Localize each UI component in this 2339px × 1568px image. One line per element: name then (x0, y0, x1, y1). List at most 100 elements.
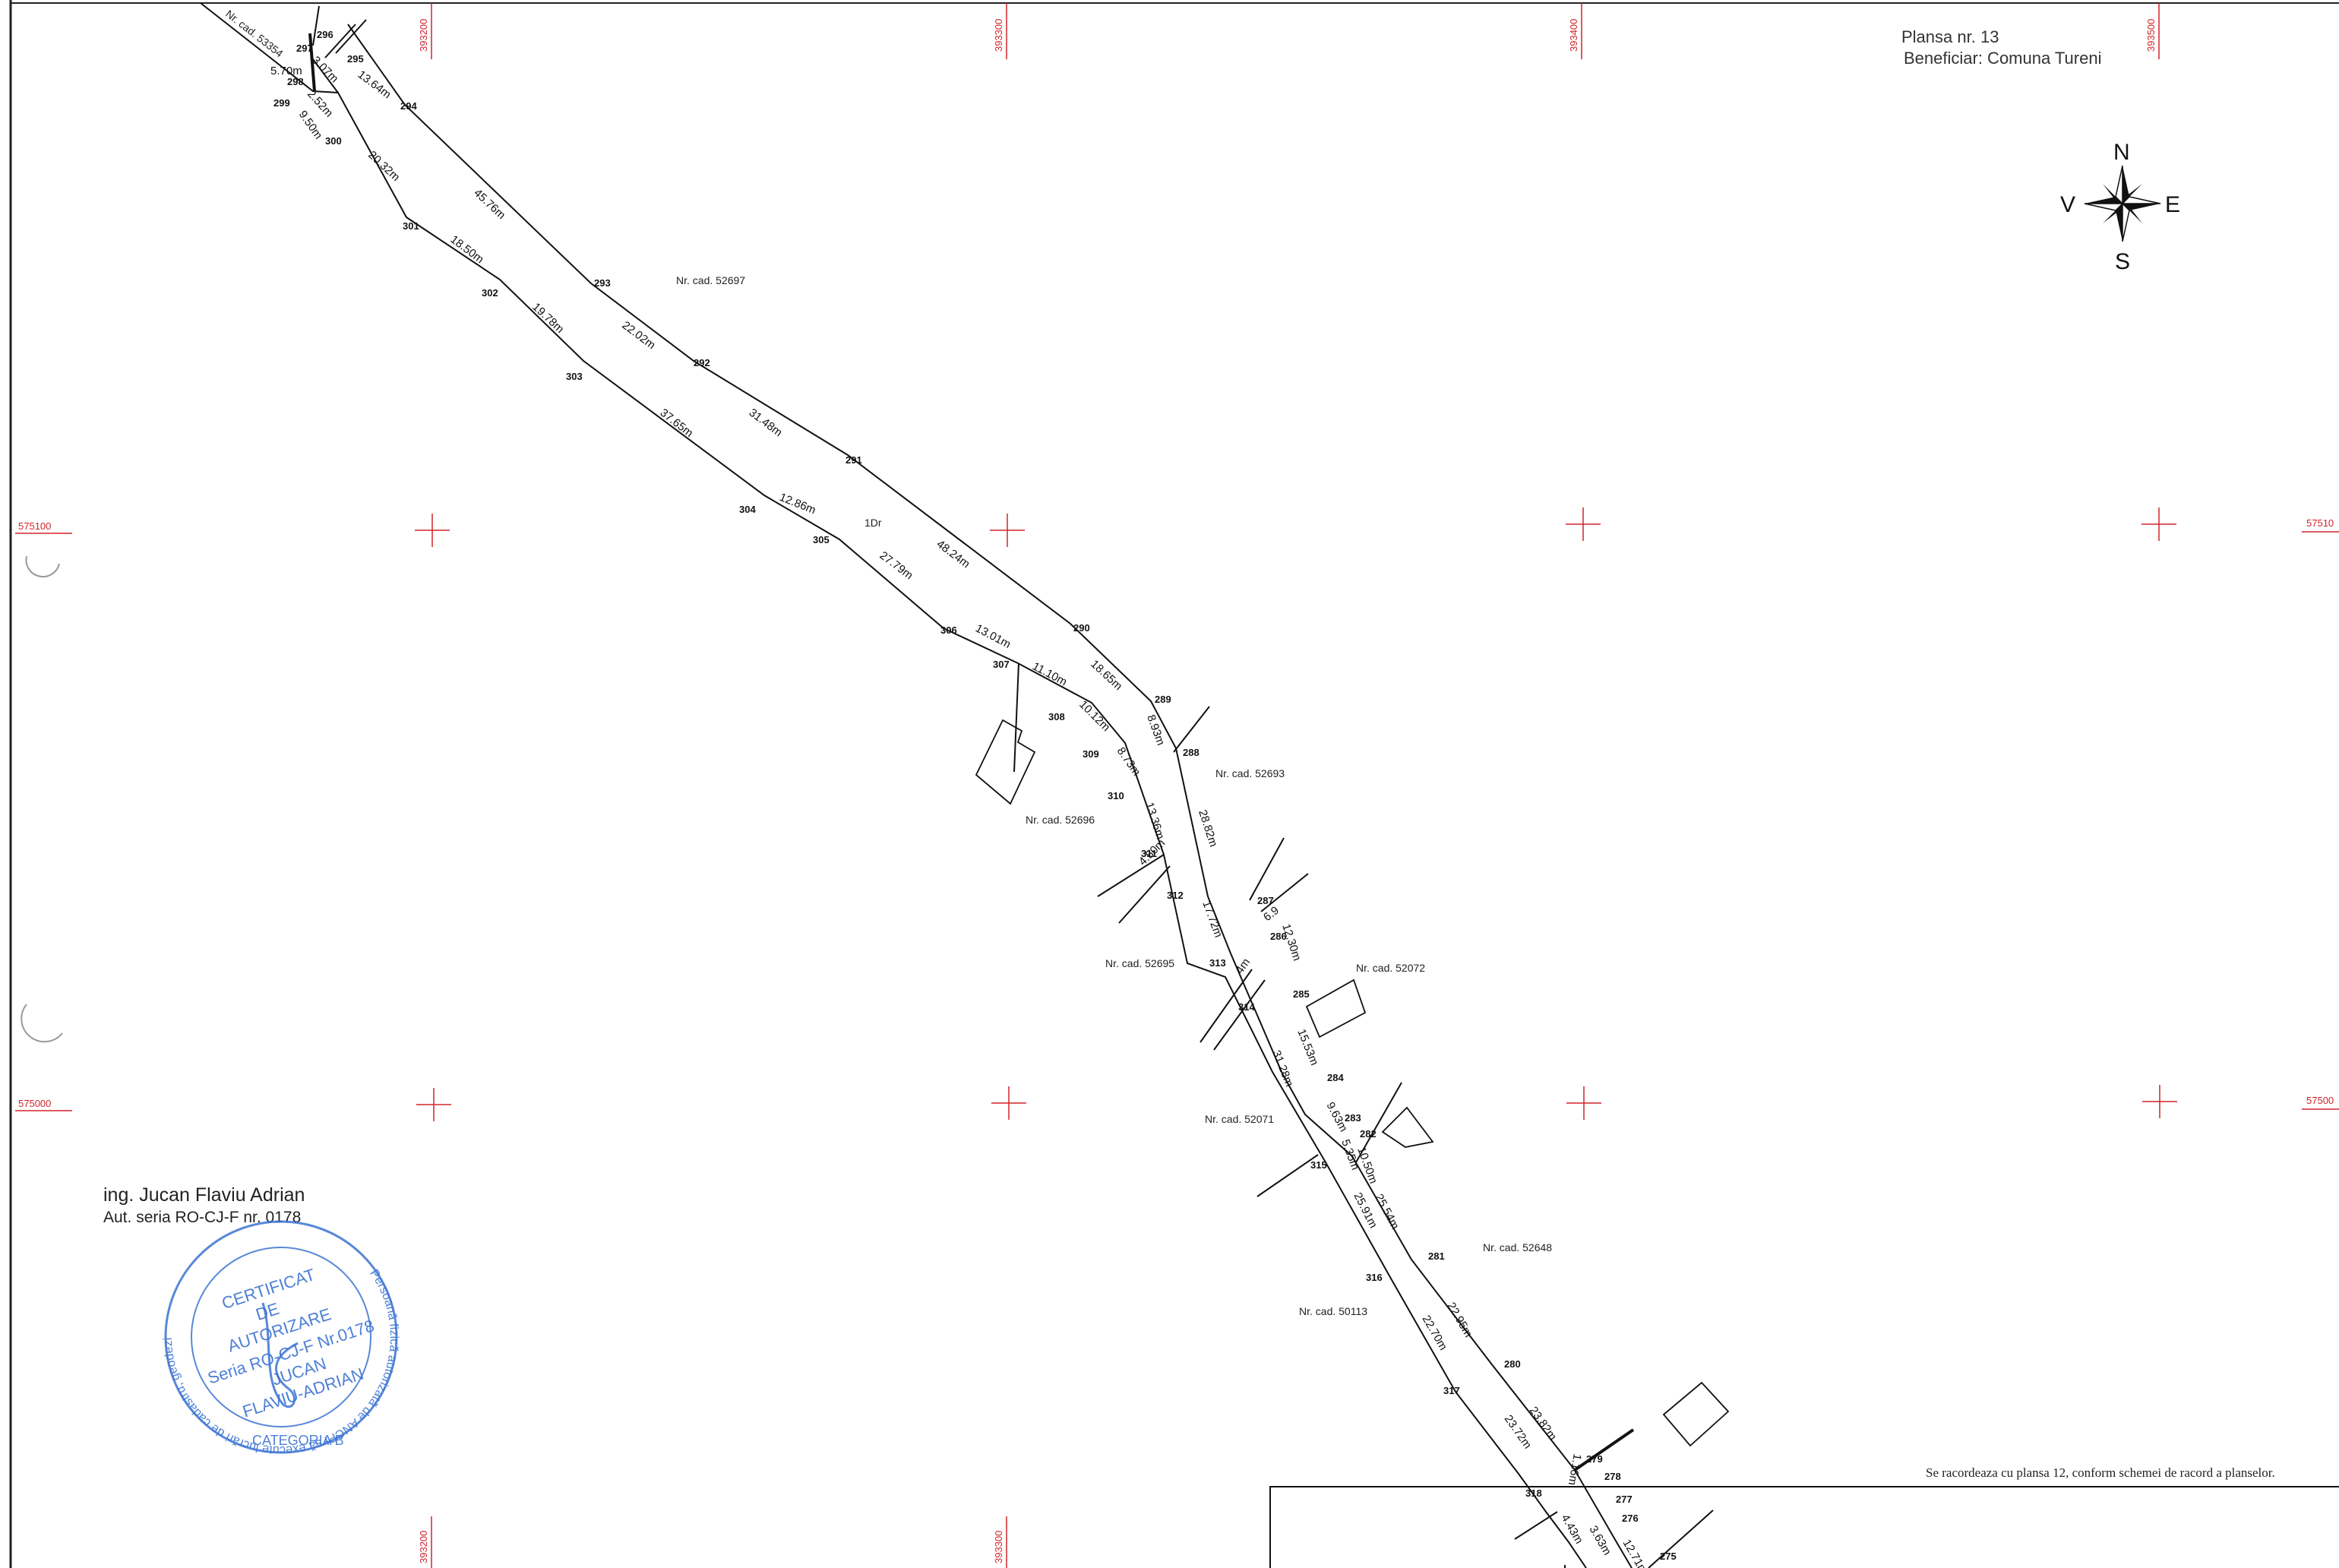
segment-lengths: 13.64m 45.76m 22.02m 31.48m 48.24m 18.65… (270, 54, 1650, 1568)
point-label: 287 (1257, 895, 1274, 906)
segment-length: 13.01m (973, 622, 1013, 652)
point-label: 297 (296, 43, 313, 54)
grid-label-y: 575100 (18, 520, 51, 532)
point-label: 316 (1366, 1272, 1383, 1283)
point-label: 294 (400, 100, 417, 112)
point-label: 306 (940, 624, 957, 636)
segment-length: 31.48m (747, 406, 785, 440)
point-label: 290 (1073, 622, 1090, 634)
compass-west: V (2060, 192, 2075, 217)
point-label: 276 (1622, 1513, 1639, 1524)
segment-length: 15.53m (1294, 1027, 1321, 1067)
surveyor-name: ing. Jucan Flaviu Adrian (103, 1184, 305, 1206)
point-label: 301 (403, 220, 419, 232)
plan-title: Plansa nr. 13 (1901, 27, 1999, 46)
grid-label-x: 393300 (993, 1531, 1004, 1563)
segment-length: 6.9 (1261, 904, 1282, 924)
segment-length: 13.64m (356, 68, 394, 102)
building-outline (975, 719, 1036, 805)
point-label: 285 (1293, 988, 1310, 1000)
point-label: 291 (846, 454, 862, 466)
segment-length: 22.70m (1420, 1314, 1450, 1353)
point-label: 280 (1504, 1358, 1521, 1370)
parcel-label: Nr. cad. 52695 (1105, 957, 1174, 969)
segment-length: 19.78m (529, 300, 566, 336)
compass-rose-icon: N S E V (2060, 140, 2180, 274)
point-label: 288 (1183, 747, 1200, 758)
buildings (975, 719, 1730, 1447)
point-label: 284 (1327, 1072, 1344, 1083)
point-label: 279 (1586, 1453, 1603, 1465)
point-label: 312 (1167, 890, 1184, 901)
segment-length: 5.70m (270, 65, 302, 77)
surveyor-authorization: Aut. seria RO-CJ-F nr. 0178 (103, 1209, 301, 1226)
road-edge-east (347, 24, 1633, 1568)
point-label: 307 (993, 659, 1010, 670)
grid-label-y: 575000 (18, 1098, 51, 1109)
point-label: 309 (1083, 748, 1099, 760)
parcel-label: Nr. cad. 50113 (1299, 1305, 1367, 1317)
point-label: 300 (325, 135, 342, 147)
connection-note: Se racordeaza cu plansa 12, conform sche… (1926, 1465, 2275, 1480)
grid-label-x: 393200 (418, 1531, 429, 1563)
point-label: 315 (1310, 1159, 1327, 1171)
point-label: 292 (694, 357, 710, 368)
segment-length: 23.72m (1502, 1413, 1535, 1452)
point-label: 278 (1604, 1471, 1621, 1482)
beneficiary-label: Beneficiar: Comuna Tureni (1904, 49, 2101, 68)
segment-length: 12.71m (1620, 1538, 1651, 1568)
grid-ticks (15, 3, 2339, 1568)
point-label: 286 (1270, 931, 1287, 942)
segment-length: 18.65m (1088, 657, 1124, 693)
parcel-label: Nr. cad. 52697 (676, 274, 745, 286)
point-label: 308 (1048, 711, 1065, 722)
parcel-label: Nr. cad. 52693 (1215, 767, 1285, 779)
point-label: 277 (1616, 1494, 1633, 1505)
point-label: 298 (287, 76, 304, 87)
segment-length: 12.30m (1279, 922, 1304, 963)
segment-length: 22.95m (1445, 1301, 1475, 1340)
segment-length: 37.65m (658, 406, 696, 440)
parcel-label: Nr. cad. 52072 (1356, 962, 1425, 974)
point-label: 303 (566, 371, 583, 382)
point-label: 317 (1443, 1385, 1460, 1396)
parcel-label: Nr. cad. 53354 (223, 8, 286, 60)
compass-north: N (2113, 140, 2130, 165)
point-label: 275 (1660, 1551, 1677, 1562)
authorization-stamp: Persoană fizică autorizată de ANCPI să e… (0, 0, 400, 1456)
road-edge-west (312, 58, 1587, 1568)
building-outline (1662, 1381, 1730, 1447)
segment-length: 10.12m (1076, 698, 1112, 734)
segment-length: 13.36m (1143, 801, 1167, 841)
point-labels: 275 276 277 278 279 280 281 282 283 284 … (273, 29, 1677, 1562)
punch-hole (25, 555, 60, 578)
point-label: 313 (1209, 957, 1226, 969)
point-label: 293 (594, 277, 611, 289)
parcel-label: Nr. cad. 52071 (1205, 1113, 1274, 1125)
segment-length: 8.93m (1144, 713, 1167, 748)
segment-length: 17.72m (1200, 899, 1225, 940)
grid-label-y-right: 57500 (2306, 1095, 2334, 1106)
segment-length: 8.73m (1114, 745, 1143, 779)
grid-y-labels: 575100 575000 57510 57500 (18, 517, 2334, 1109)
parcel-label: Nr. cad. 52648 (1483, 1241, 1552, 1253)
segment-length: 45.76m (471, 186, 507, 222)
grid-crosses (415, 507, 2177, 1121)
segment-length: 31.28m (1269, 1048, 1296, 1089)
segment-length: 48.24m (934, 538, 972, 571)
road-corridor (200, 2, 2339, 1568)
point-label: 299 (273, 97, 290, 109)
compass-south: S (2115, 249, 2130, 274)
grid-label-y-right: 57510 (2306, 517, 2334, 529)
segment-length: 23.82m (1527, 1405, 1560, 1443)
point-label: 289 (1155, 694, 1171, 705)
segment-length: 1.16m (1566, 1453, 1584, 1486)
stamp-category: CATEGORIA B (252, 1433, 344, 1448)
signature-mark (261, 1302, 299, 1408)
segment-length: 28.82m (1196, 808, 1220, 849)
road-label: 1Dr (864, 517, 882, 529)
segment-length: 20.32m (365, 148, 402, 184)
segment-length: 22.02m (620, 319, 658, 352)
building-outline (1381, 1106, 1434, 1148)
